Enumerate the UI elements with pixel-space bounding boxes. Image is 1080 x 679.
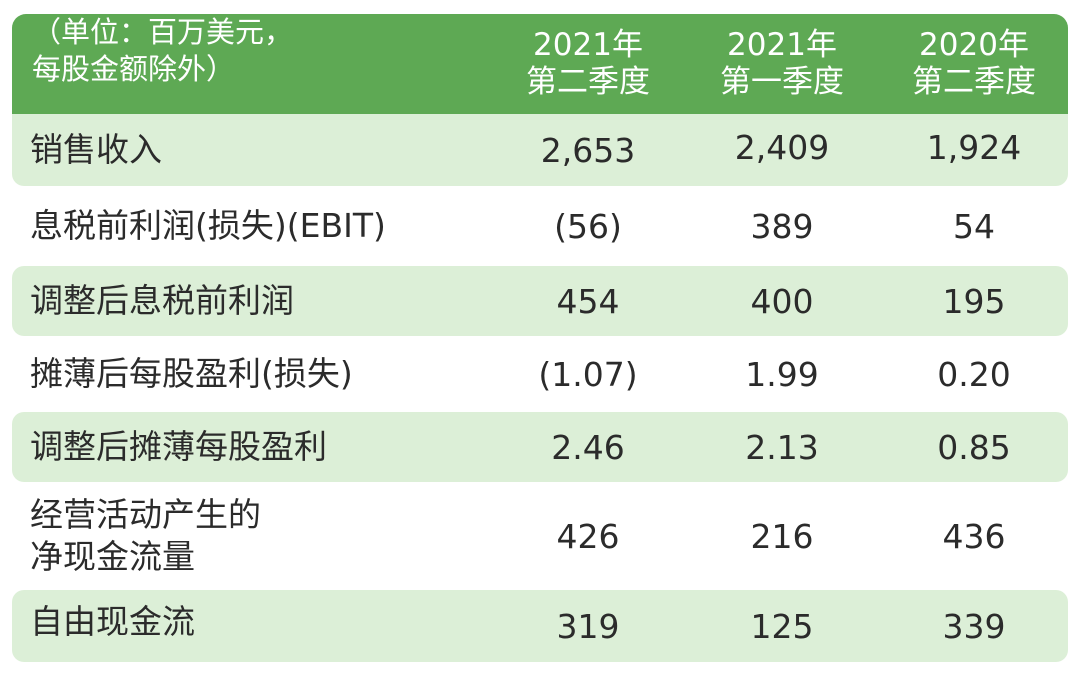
row-label-line2: 净现金流量 bbox=[30, 537, 195, 576]
row-value: 125 bbox=[750, 606, 814, 646]
row-value: 0.85 bbox=[937, 427, 1011, 467]
row-value: 2.13 bbox=[745, 427, 819, 467]
row-value: 2,409 bbox=[734, 127, 830, 167]
row-label: 自由现金流 bbox=[30, 602, 195, 641]
column-header-quarter: 第一季度 bbox=[720, 64, 844, 100]
table-row-operating-cash-flow: 经营活动产生的 净现金流量 426 216 436 bbox=[12, 482, 1068, 590]
row-value: 339 bbox=[942, 606, 1006, 646]
column-header-2021-q1: 2021年 第一季度 bbox=[682, 14, 882, 114]
row-label: 经营活动产生的 净现金流量 bbox=[30, 482, 470, 590]
row-label: 摊薄后每股盈利(损失) bbox=[30, 354, 353, 393]
row-label: 息税前利润(损失)(EBIT) bbox=[30, 206, 386, 245]
table-row-adjusted-diluted-eps: 调整后摊薄每股盈利 2.46 2.13 0.85 bbox=[12, 412, 1068, 482]
row-value: 2.46 bbox=[551, 427, 625, 467]
row-value: 54 bbox=[953, 206, 995, 246]
financial-summary-table: （单位：百万美元， 每股金额除外） 2021年 第二季度 2021年 第一季度 … bbox=[12, 14, 1068, 662]
row-value: 0.20 bbox=[937, 354, 1011, 394]
column-header-quarter: 第二季度 bbox=[912, 64, 1036, 100]
row-label: 调整后息税前利润 bbox=[30, 281, 294, 320]
table-row-ebit: 息税前利润(损失)(EBIT) (56) 389 54 bbox=[12, 186, 1068, 266]
row-value: 1.99 bbox=[745, 354, 819, 394]
column-header-2020-q2: 2020年 第二季度 bbox=[874, 14, 1074, 114]
unit-note-line2: 每股金额除外） bbox=[32, 52, 236, 86]
row-value: 400 bbox=[750, 281, 814, 321]
table-row-free-cash-flow: 自由现金流 319 125 339 bbox=[12, 590, 1068, 662]
row-value: 2,653 bbox=[540, 130, 636, 170]
column-header-year: 2020年 bbox=[919, 27, 1029, 63]
table-row-adjusted-ebit: 调整后息税前利润 454 400 195 bbox=[12, 266, 1068, 336]
unit-note-line1: （单位：百万美元， bbox=[32, 15, 294, 49]
row-label: 销售收入 bbox=[30, 130, 162, 169]
row-value: (1.07) bbox=[538, 354, 638, 394]
row-value: 454 bbox=[556, 281, 620, 321]
row-value: 389 bbox=[750, 206, 814, 246]
table-row-revenue: 销售收入 2,653 2,409 1,924 bbox=[12, 114, 1068, 186]
row-value: 216 bbox=[750, 516, 814, 556]
table-row-diluted-eps: 摊薄后每股盈利(损失) (1.07) 1.99 0.20 bbox=[12, 336, 1068, 412]
table-header: （单位：百万美元， 每股金额除外） 2021年 第二季度 2021年 第一季度 … bbox=[12, 14, 1068, 114]
column-header-year: 2021年 bbox=[727, 27, 837, 63]
column-header-quarter: 第二季度 bbox=[526, 64, 650, 100]
row-value: (56) bbox=[554, 206, 622, 246]
row-label: 调整后摊薄每股盈利 bbox=[30, 427, 327, 466]
column-header-2021-q2: 2021年 第二季度 bbox=[488, 14, 688, 114]
row-value: 436 bbox=[942, 516, 1006, 556]
row-value: 1,924 bbox=[926, 127, 1022, 167]
row-value: 195 bbox=[942, 281, 1006, 321]
row-value: 426 bbox=[556, 516, 620, 556]
row-label-line1: 经营活动产生的 bbox=[30, 495, 261, 534]
row-value: 319 bbox=[556, 606, 620, 646]
column-header-year: 2021年 bbox=[533, 27, 643, 63]
unit-note: （单位：百万美元， 每股金额除外） bbox=[32, 14, 472, 114]
